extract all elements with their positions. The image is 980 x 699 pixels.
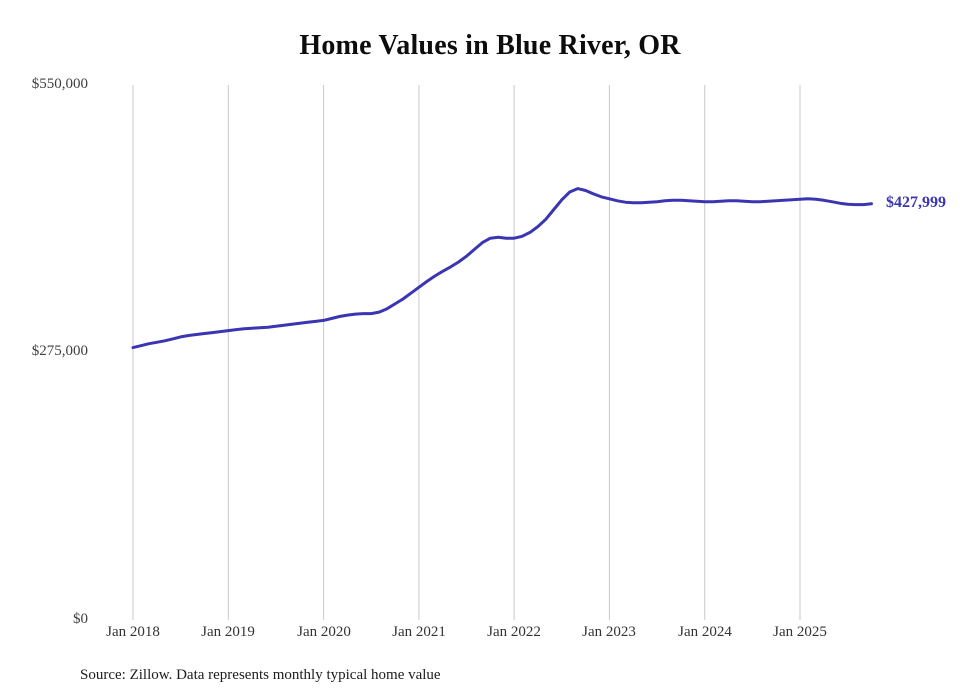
y-axis-tick-label: $550,000 xyxy=(31,76,88,92)
x-axis-tick-label: Jan 2020 xyxy=(297,624,351,640)
home-value-line xyxy=(131,187,873,350)
x-axis-tick-label: Jan 2019 xyxy=(201,624,255,640)
x-axis-tick-label: Jan 2024 xyxy=(678,624,732,640)
chart-title: Home Values in Blue River, OR xyxy=(299,30,681,61)
end-value-label: $427,999 xyxy=(886,194,946,211)
x-axis-tick-label: Jan 2018 xyxy=(106,624,160,640)
x-axis-tick-label: Jan 2023 xyxy=(582,624,636,640)
source-note: Source: Zillow. Data represents monthly … xyxy=(80,667,441,683)
x-axis-tick-label: Jan 2025 xyxy=(773,624,827,640)
y-axis-tick-label: $275,000 xyxy=(31,343,88,359)
x-axis-tick-label: Jan 2021 xyxy=(392,624,446,640)
y-axis-tick-label: $0 xyxy=(73,611,88,627)
x-axis-tick-label: Jan 2022 xyxy=(487,624,541,640)
